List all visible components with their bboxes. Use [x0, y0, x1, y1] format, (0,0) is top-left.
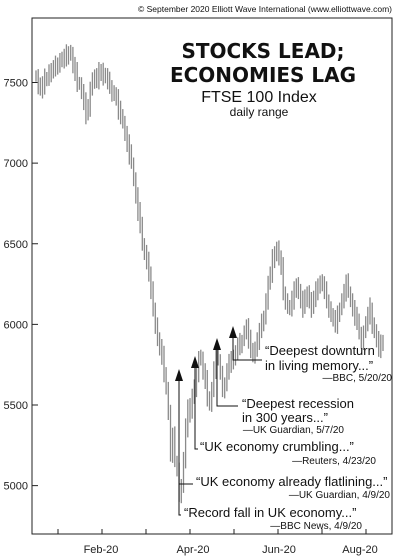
annotation-leader-line — [194, 366, 198, 450]
annotation-arrowhead — [191, 356, 199, 368]
y-tick-label: 6500 — [4, 239, 28, 251]
chart-title-line-2: ECONOMIES LAG — [170, 63, 356, 87]
y-axis: 5000 5500 6000 6500 7000 7500 — [4, 78, 38, 493]
price-bars — [35, 44, 384, 504]
annotation-quote: “UK economy crumbling...” — [200, 439, 354, 454]
x-tick-label: Apr-20 — [176, 544, 209, 556]
annotation-deepest-downturn: “Deepest downturn in living memory...” —… — [229, 326, 392, 384]
y-tick-label: 7500 — [4, 78, 28, 90]
annotation-quote: “Deepest recession — [242, 396, 354, 411]
plot-frame — [31, 17, 393, 535]
annotation-arrowhead — [175, 369, 183, 381]
chart-title-line-1: STOCKS LEAD; — [181, 39, 344, 63]
annotation-leader-line — [216, 348, 238, 407]
annotation-source: —Reuters, 4/23/20 — [292, 456, 376, 467]
annotation-source: —BBC News, 4/9/20 — [270, 521, 362, 532]
annotation-quote: “UK economy already flatlining...” — [196, 474, 387, 489]
y-tick-label: 5500 — [4, 400, 28, 412]
annotation-deepest-recession: “Deepest recession in 300 years...” —UK … — [213, 338, 354, 436]
chart-subtitle: FTSE 100 Index — [201, 89, 317, 106]
annotation-source: —BBC, 5/20/20 — [323, 373, 393, 384]
annotation-quote: “Record fall in UK economy...” — [184, 505, 356, 520]
annotation-source: —UK Guardian, 4/9/20 — [289, 490, 391, 501]
x-tick-label: Feb-20 — [84, 544, 119, 556]
annotation-leader-line — [232, 336, 262, 361]
annotation-record-fall: “Record fall in UK economy...” —BBC News… — [178, 484, 362, 532]
y-tick-label: 6000 — [4, 319, 28, 331]
annotation-quote: in living memory...” — [265, 358, 373, 373]
annotation-source: —UK Guardian, 5/7/20 — [243, 425, 345, 436]
x-tick-label: Jun-20 — [262, 544, 296, 556]
copyright-notice: © September 2020 Elliott Wave Internatio… — [138, 4, 392, 14]
y-tick-label: 5000 — [4, 481, 28, 493]
annotation-arrowhead — [229, 326, 237, 338]
chart-unit-label: daily range — [230, 105, 289, 119]
annotation-arrowhead — [213, 338, 221, 350]
x-axis: Feb-20 Apr-20 Jun-20 Aug-20 — [57, 529, 378, 556]
annotation-uk-crumbling: “UK economy crumbling...” —Reuters, 4/23… — [191, 356, 376, 467]
annotation-quote: in 300 years...” — [242, 410, 328, 425]
annotation-quote: “Deepest downturn — [265, 343, 375, 358]
x-tick-label: Aug-20 — [342, 544, 377, 556]
y-tick-label: 7000 — [4, 158, 28, 170]
annotation-leader-line — [178, 484, 181, 516]
